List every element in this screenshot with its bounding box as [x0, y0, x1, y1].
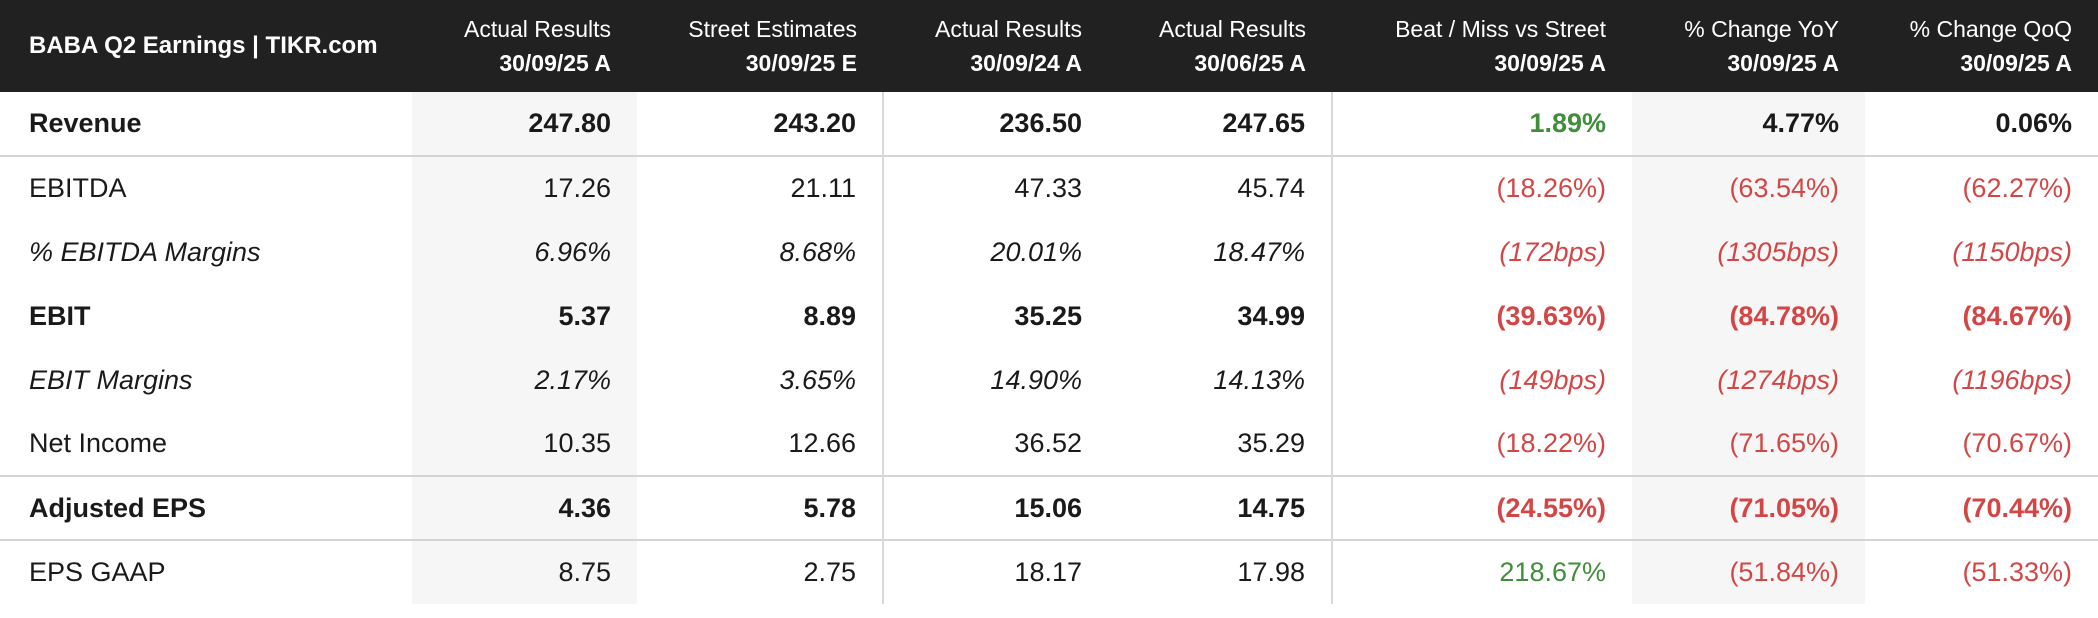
column-header-label: % Change QoQ	[1909, 16, 2072, 42]
header-row: BABA Q2 Earnings | TIKR.com Actual Resul…	[0, 0, 2098, 92]
row-label: EPS GAAP	[0, 539, 412, 604]
table-cell: 20.01%	[882, 220, 1108, 284]
table-cell: 17.98	[1108, 539, 1332, 604]
column-header: Street Estimates 30/09/25 E	[637, 0, 883, 92]
column-header-label: Actual Results	[463, 16, 611, 42]
table-cell: 236.50	[882, 92, 1108, 156]
column-header: Actual Results 30/09/24 A	[883, 0, 1108, 92]
table-cell: 218.67%	[1331, 539, 1632, 604]
table-cell: (51.84%)	[1632, 539, 1865, 604]
table-cell: 247.80	[412, 92, 637, 156]
table-cell: 18.17	[882, 539, 1108, 604]
table-cell: 3.65%	[779, 364, 856, 395]
row-label: Adjusted EPS	[0, 475, 412, 540]
column-header-label: Actual Results	[1158, 16, 1306, 42]
table-cell: (18.26%)	[1331, 155, 1632, 220]
row-label: Net Income	[29, 428, 168, 458]
table-cell: 243.20	[773, 108, 856, 138]
table-cell: 14.13%	[1213, 364, 1305, 395]
column-header-label: Beat / Miss vs Street	[1395, 16, 1606, 42]
table-cell: (63.54%)	[1632, 155, 1865, 220]
table-cell: (1150bps)	[1952, 236, 2072, 267]
table-cell: 2.17%	[412, 348, 637, 412]
table-cell: (18.22%)	[1331, 412, 1632, 476]
column-header-label: Actual Results	[934, 16, 1082, 42]
table-cell: (62.27%)	[1865, 155, 2098, 220]
table-cell: (70.44%)	[1865, 475, 2098, 540]
table-cell: 35.29	[1237, 428, 1305, 458]
table-cell: 15.06	[882, 475, 1108, 540]
table-cell: 247.65	[1222, 108, 1305, 138]
table-cell: 8.89	[803, 300, 856, 331]
table-cell: (70.67%)	[1962, 428, 2072, 458]
table-cell: 45.74	[1108, 155, 1332, 220]
column-header-period: 30/09/25 A	[1727, 50, 1839, 76]
table-cell: (84.78%)	[1632, 284, 1865, 348]
table-cell: (84.67%)	[1962, 300, 2072, 331]
row-label: Revenue	[29, 108, 142, 138]
table-cell: 17.26	[412, 155, 637, 220]
table-row: % EBITDA Margins 6.96% 8.68% 20.01% 18.47% (1…	[0, 220, 2098, 284]
table-cell: 6.96%	[412, 220, 637, 284]
table-cell: 14.75	[1108, 475, 1332, 540]
table-cell: 35.25	[882, 284, 1108, 348]
column-header-period: 30/09/25 A	[499, 50, 611, 76]
column-header: % Change QoQ 30/09/25 A	[1865, 0, 2098, 92]
table-title: BABA Q2 Earnings | TIKR.com	[29, 32, 378, 59]
column-header-label: % Change YoY	[1684, 16, 1839, 42]
column-header: % Change YoY 30/09/25 A	[1632, 0, 1865, 92]
row-label: EBIT	[29, 300, 91, 331]
table-cell: 14.90%	[882, 348, 1108, 412]
table-cell: 10.35	[412, 412, 637, 476]
column-header-label: Street Estimates	[688, 16, 857, 42]
table-body: Revenue 247.80 243.20 236.50 247.65 1.89% 4.77…	[0, 92, 2098, 604]
table-cell: (1196bps)	[1952, 364, 2072, 395]
table-cell: 1.89%	[1331, 92, 1632, 156]
column-header-period: 30/09/25 E	[745, 50, 857, 76]
row-label: EBIT Margins	[29, 364, 193, 395]
table-cell: 18.47%	[1213, 236, 1305, 267]
table-cell: (51.33%)	[1865, 539, 2098, 604]
table-row: Revenue 247.80 243.20 236.50 247.65 1.89% 4.77…	[0, 92, 2098, 156]
table-row: EBIT 5.37 8.89 35.25 34.99 (39.63%) (84.78%) (8…	[0, 284, 2098, 348]
row-label: EBITDA	[0, 155, 412, 220]
column-header: Beat / Miss vs Street 30/09/25 A	[1332, 0, 1632, 92]
column-header-period: 30/06/25 A	[1194, 50, 1306, 76]
table-cell: (24.55%)	[1331, 475, 1632, 540]
table-cell: (149bps)	[1331, 348, 1632, 412]
table-cell: 8.68%	[779, 236, 856, 267]
table-cell: 5.78	[637, 475, 883, 540]
table-cell: 47.33	[882, 155, 1108, 220]
table-cell: (39.63%)	[1331, 284, 1632, 348]
table-cell: (1274bps)	[1632, 348, 1865, 412]
table-row: EPS GAAP 8.75 2.75 18.17 17.98 218.67% (51.84%…	[0, 539, 2098, 604]
table-row: EBIT Margins 2.17% 3.65% 14.90% 14.13% (149bp…	[0, 348, 2098, 412]
table-cell: (71.05%)	[1632, 475, 1865, 540]
table-cell: 34.99	[1237, 300, 1305, 331]
table-cell: 8.75	[412, 539, 637, 604]
earnings-table: BABA Q2 Earnings | TIKR.com Actual Resul…	[0, 0, 2098, 604]
table-cell: 5.37	[412, 284, 637, 348]
column-header: Actual Results 30/09/25 A	[412, 0, 637, 92]
table-cell: 2.75	[637, 539, 883, 604]
column-header-period: 30/09/25 A	[1494, 50, 1606, 76]
column-header-period: 30/09/24 A	[970, 50, 1082, 76]
table-cell: (71.65%)	[1632, 412, 1865, 476]
column-header: Actual Results 30/06/25 A	[1108, 0, 1332, 92]
table-cell: 4.77%	[1632, 92, 1865, 156]
row-label: % EBITDA Margins	[29, 236, 261, 267]
table-cell: (172bps)	[1331, 220, 1632, 284]
table-cell: 36.52	[882, 412, 1108, 476]
table-cell: 21.11	[637, 155, 883, 220]
table-header: BABA Q2 Earnings | TIKR.com Actual Resul…	[0, 0, 2098, 92]
table-row: Net Income 10.35 12.66 36.52 35.29 (18.22%) (7…	[0, 412, 2098, 476]
table-cell: 4.36	[412, 475, 637, 540]
table-cell: 0.06%	[1995, 108, 2072, 138]
table-cell: 12.66	[788, 428, 856, 458]
column-header-period: 30/09/25 A	[1960, 50, 2072, 76]
table-cell: (1305bps)	[1632, 220, 1865, 284]
table-row: EBITDA 17.26 21.11 47.33 45.74 (18.26%) (63.54…	[0, 155, 2098, 220]
table-row: Adjusted EPS 4.36 5.78 15.06 14.75 (24.55%) (7…	[0, 475, 2098, 540]
